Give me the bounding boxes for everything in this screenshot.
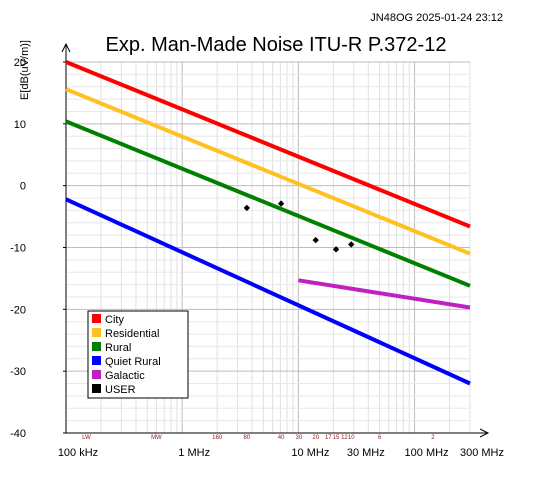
- series-line-rural: [65, 119, 471, 288]
- band-labels: LW MW 160 80 40 30 20 17 15 12 10 6 2: [82, 435, 435, 441]
- user-point: [277, 200, 285, 207]
- band-label: 20: [312, 435, 319, 441]
- band-label: LW: [82, 435, 91, 441]
- band-label: 17: [325, 435, 332, 441]
- legend-swatch: [92, 314, 101, 323]
- user-point: [312, 236, 319, 244]
- x-axis-arrow: [479, 428, 490, 438]
- legend-swatch: [92, 328, 101, 337]
- x-tick-label: 100 kHz: [58, 447, 98, 459]
- series-line-residential: [65, 87, 471, 256]
- series-lines: [65, 60, 471, 386]
- y-tick-label: -30: [10, 366, 26, 378]
- y-axis-label: E[dB(uV/m)]: [19, 40, 31, 100]
- legend-entry: Quiet Rural: [105, 356, 161, 368]
- axes: [61, 42, 490, 438]
- x-tick-label: 30 MHz: [347, 447, 385, 459]
- y-tick-label: -20: [10, 304, 26, 316]
- band-label: 6: [378, 435, 382, 441]
- legend-entry: Residential: [105, 328, 159, 340]
- legend: City Residential Rural Quiet Rural Galactic U…: [87, 310, 189, 399]
- y-axis-arrow: [61, 42, 71, 53]
- x-ticks: 100 kHz 1 MHz 10 MHz 30 MHz 100 MHz 300 MHz: [58, 447, 504, 459]
- legend-box: [87, 310, 189, 399]
- x-tick-label: 100 MHz: [405, 447, 449, 459]
- user-point: [243, 204, 251, 212]
- band-label: 15: [333, 435, 340, 441]
- legend-swatch: [92, 370, 101, 379]
- x-tick-label: 10 MHz: [291, 447, 329, 459]
- chart-title: Exp. Man-Made Noise ITU-R P.372-12: [106, 34, 447, 56]
- band-label: 2: [431, 435, 435, 441]
- y-tick-label: 10: [14, 119, 26, 131]
- legend-swatch: [92, 356, 101, 365]
- y-tick-label: -40: [10, 428, 26, 440]
- y-ticks: 20 10 0 -10 -20 -30 -40: [10, 57, 66, 440]
- band-label: 30: [296, 435, 303, 441]
- series-line-city: [65, 60, 471, 229]
- legend-entry: Rural: [105, 342, 131, 354]
- user-point: [332, 246, 340, 253]
- y-tick-label: 20: [14, 57, 26, 69]
- user-points: [243, 200, 355, 253]
- series-line-galactic: [298, 278, 471, 310]
- x-tick-label: 1 MHz: [178, 447, 210, 459]
- band-label: 10: [348, 435, 355, 441]
- y-tick-label: 0: [20, 181, 26, 193]
- x-tick-label: 300 MHz: [460, 447, 504, 459]
- y-tick-label: -10: [10, 243, 26, 255]
- user-point: [348, 241, 355, 248]
- legend-entry: Galactic: [105, 370, 145, 382]
- band-label: 80: [243, 435, 250, 441]
- legend-entry: City: [105, 314, 124, 326]
- grid: [65, 61, 471, 434]
- timestamp-label: JN48OG 2025-01-24 23:12: [370, 12, 503, 24]
- legend-swatch: [92, 342, 101, 351]
- band-label: MW: [151, 435, 162, 441]
- band-label: 12: [341, 435, 348, 441]
- band-label: 40: [278, 435, 285, 441]
- band-label: 160: [212, 435, 223, 441]
- legend-entry: USER: [105, 384, 136, 396]
- series-line-quiet-rural: [65, 197, 471, 386]
- legend-swatch: [92, 384, 101, 393]
